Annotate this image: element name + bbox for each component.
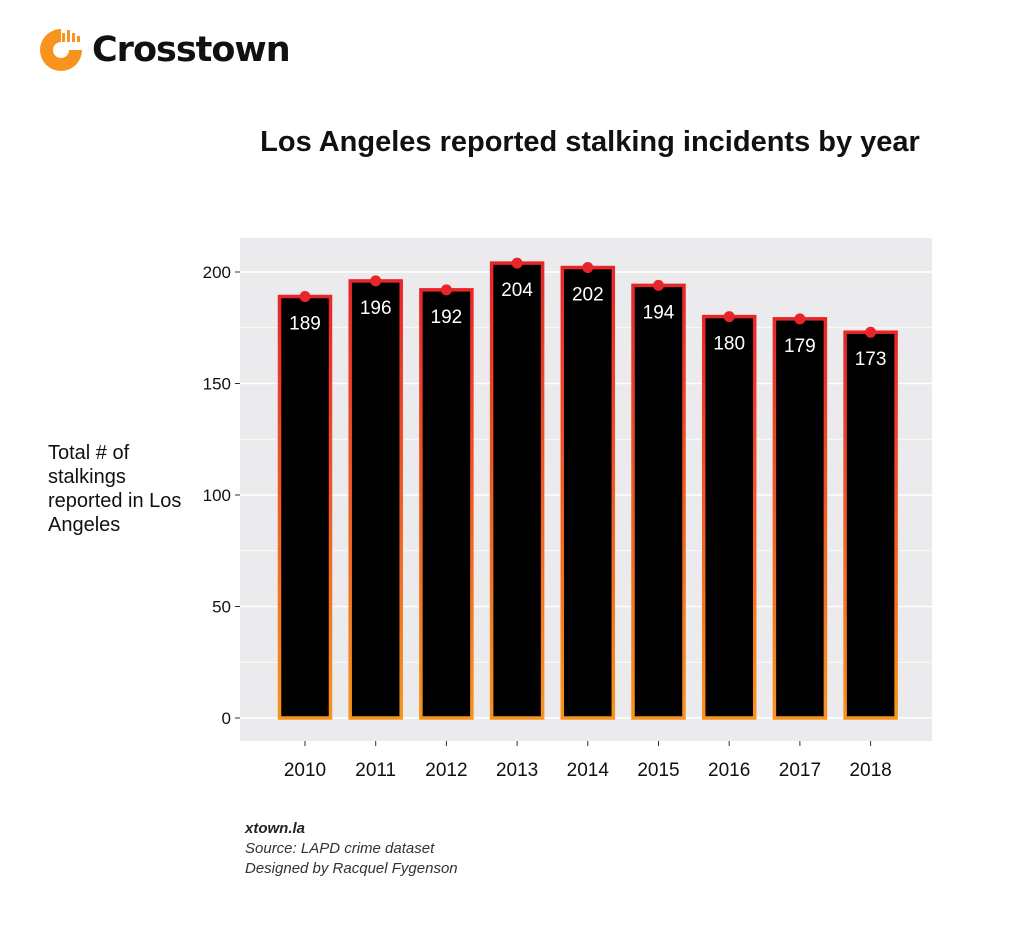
bar-marker-2016 (723, 311, 735, 323)
x-tick-label-2015: 2015 (637, 760, 679, 781)
y-tick-label: 150 (203, 375, 231, 394)
bar-marker-2014 (582, 262, 594, 274)
data-label-2011: 196 (360, 298, 392, 319)
x-tick-label-2014: 2014 (567, 760, 610, 781)
crosstown-logo-icon (40, 29, 82, 71)
x-tick-label-2010: 2010 (284, 760, 326, 781)
x-tick-label-2013: 2013 (496, 760, 538, 781)
bar-2012 (419, 288, 474, 720)
x-tick-label-2016: 2016 (708, 760, 750, 781)
chart-title: Los Angeles reported stalking incidents … (260, 126, 920, 158)
bar-2013 (489, 261, 545, 720)
bar-2018 (843, 330, 898, 720)
y-tick-label: 200 (203, 263, 231, 282)
data-label-2015: 194 (643, 302, 675, 323)
y-tick-label: 100 (203, 486, 231, 505)
bar-marker-2018 (865, 326, 877, 338)
bar-marker-2017 (794, 313, 806, 325)
bar-marker-2013 (511, 257, 523, 269)
x-tick-label-2011: 2011 (355, 760, 396, 781)
data-label-2010: 189 (289, 314, 321, 335)
bar-marker-2011 (370, 275, 382, 287)
footer-source: Source: LAPD crime dataset (245, 840, 435, 857)
x-tick-label-2018: 2018 (849, 760, 891, 781)
x-axis-ticks: 2010 2011 2012 2013 2014 2015 2016 2017 2018 (284, 741, 892, 781)
bar-2010 (277, 294, 333, 720)
data-label-2012: 192 (431, 307, 463, 328)
bar-2011 (348, 279, 403, 720)
x-tick-label-2012: 2012 (425, 760, 467, 781)
data-label-2014: 202 (572, 285, 604, 306)
footer: xtown.la Source: LAPD crime dataset Desi… (245, 819, 458, 879)
bar-marker-2012 (440, 284, 452, 296)
x-tick-label-2017: 2017 (779, 760, 821, 781)
bar-marker-2015 (653, 279, 664, 291)
data-label-2017: 179 (784, 336, 816, 357)
bar-marker-2010 (299, 291, 311, 303)
bar-2017 (772, 317, 828, 720)
brand-logo: Crosstown (36, 22, 291, 78)
bar-2015 (631, 283, 686, 720)
y-axis-label: Total # of stalkings reported in Los Ang… (48, 442, 182, 536)
y-axis-ticks: 0 50 100 150 200 (203, 263, 240, 728)
brand-name: Crosstown (92, 30, 291, 70)
data-label-2018: 173 (855, 349, 887, 370)
y-tick-label: 50 (212, 598, 231, 617)
bar-2016 (701, 314, 757, 720)
footer-site: xtown.la (245, 820, 306, 837)
y-tick-label: 0 (222, 709, 231, 728)
bar-2014 (560, 265, 616, 720)
data-label-2016: 180 (713, 334, 745, 355)
footer-credit: Designed by Racquel Fygenson (245, 860, 458, 877)
data-label-2013: 204 (501, 280, 533, 301)
bars: 189 196 192 204 202 194 180 179 173 (277, 257, 898, 720)
